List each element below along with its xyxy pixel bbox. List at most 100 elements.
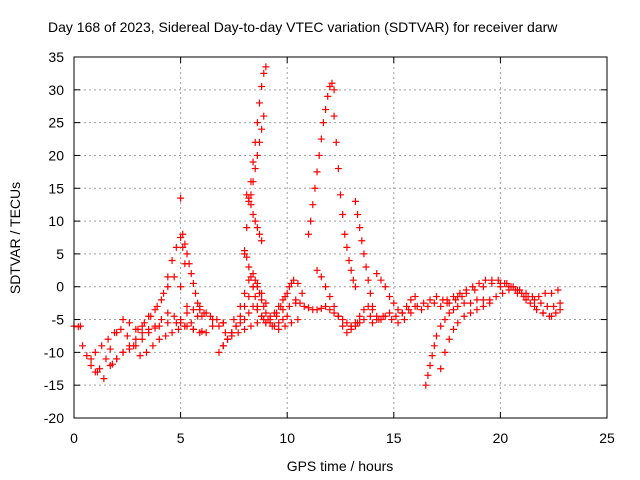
data-point bbox=[290, 276, 298, 284]
data-point bbox=[430, 342, 438, 350]
data-point bbox=[311, 184, 319, 192]
x-tick-label: 20 bbox=[493, 430, 509, 446]
data-point bbox=[375, 316, 383, 324]
series-satellite-arc-29 bbox=[454, 279, 564, 320]
data-point bbox=[360, 306, 368, 314]
data-point bbox=[243, 253, 251, 261]
data-point bbox=[548, 289, 556, 297]
data-point bbox=[164, 309, 172, 317]
data-point bbox=[185, 260, 193, 268]
series-satellite-arc-17 bbox=[273, 276, 306, 320]
data-point bbox=[192, 289, 200, 297]
data-point bbox=[247, 322, 255, 330]
data-point bbox=[330, 86, 338, 94]
data-point bbox=[209, 316, 217, 324]
data-point bbox=[364, 276, 372, 284]
y-axis-ticks: -20 -15 -10 -5 0 5 10 15 20 25 30 35 bbox=[44, 49, 607, 426]
data-point bbox=[125, 345, 133, 353]
data-point bbox=[151, 322, 159, 330]
data-point bbox=[234, 329, 242, 337]
data-point bbox=[322, 302, 330, 310]
data-point bbox=[236, 312, 244, 320]
data-point bbox=[260, 112, 268, 120]
data-point bbox=[445, 309, 453, 317]
data-point bbox=[91, 348, 99, 356]
data-point bbox=[496, 283, 504, 291]
series-satellite-arc-18 bbox=[305, 79, 338, 238]
data-point bbox=[307, 217, 315, 225]
data-point bbox=[516, 286, 524, 294]
data-point bbox=[253, 302, 261, 310]
data-point bbox=[556, 306, 564, 314]
data-point bbox=[145, 329, 153, 337]
series-satellite-arc-16 bbox=[241, 247, 302, 333]
data-point bbox=[162, 332, 170, 340]
data-point bbox=[319, 119, 327, 127]
data-point bbox=[392, 312, 400, 320]
data-point bbox=[93, 368, 101, 376]
data-point bbox=[123, 332, 131, 340]
data-point bbox=[164, 319, 172, 327]
data-point bbox=[356, 312, 364, 320]
data-point bbox=[251, 293, 259, 301]
data-point bbox=[102, 355, 110, 363]
data-point bbox=[531, 302, 539, 310]
data-point bbox=[298, 289, 306, 297]
data-point bbox=[253, 151, 261, 159]
data-point bbox=[343, 319, 351, 327]
data-point bbox=[119, 316, 127, 324]
data-point bbox=[437, 322, 445, 330]
data-point bbox=[153, 302, 161, 310]
data-point bbox=[390, 299, 398, 307]
data-point bbox=[341, 230, 349, 238]
data-point bbox=[245, 293, 253, 301]
data-point bbox=[347, 322, 355, 330]
data-point bbox=[305, 304, 313, 312]
data-point bbox=[262, 319, 270, 327]
y-tick-label: 25 bbox=[48, 115, 64, 131]
data-point bbox=[305, 230, 313, 238]
data-point bbox=[360, 250, 368, 258]
data-point bbox=[339, 211, 347, 219]
series-satellite-arc-24 bbox=[373, 270, 419, 317]
data-point bbox=[339, 322, 347, 330]
data-point bbox=[437, 365, 445, 373]
data-point bbox=[554, 286, 562, 294]
data-points bbox=[70, 63, 564, 389]
data-point bbox=[170, 273, 178, 281]
data-point bbox=[236, 302, 244, 310]
data-point bbox=[426, 361, 434, 369]
data-point bbox=[292, 296, 300, 304]
data-point bbox=[526, 299, 534, 307]
data-point bbox=[287, 319, 295, 327]
series-satellite-arc-31 bbox=[496, 279, 562, 301]
series-satellite-arc-14 bbox=[243, 191, 266, 245]
data-point bbox=[400, 316, 408, 324]
x-axis-ticks: 0 5 10 15 20 25 bbox=[70, 57, 615, 446]
data-point bbox=[368, 306, 376, 314]
data-point bbox=[345, 256, 353, 264]
chart-title: Day 168 of 2023, Sidereal Day-to-day VTE… bbox=[48, 19, 558, 35]
data-point bbox=[550, 302, 558, 310]
series-satellite-arc-15 bbox=[247, 112, 268, 199]
data-point bbox=[422, 381, 430, 389]
data-point bbox=[253, 224, 261, 232]
data-point bbox=[262, 63, 270, 71]
data-point bbox=[224, 335, 232, 343]
data-point bbox=[170, 312, 178, 320]
data-point bbox=[373, 270, 381, 278]
data-point bbox=[479, 283, 487, 291]
data-point bbox=[407, 309, 415, 317]
data-point bbox=[228, 329, 236, 337]
data-point bbox=[177, 283, 185, 291]
series-satellite-arc-07 bbox=[177, 194, 185, 202]
data-point bbox=[473, 306, 481, 314]
data-point bbox=[187, 270, 195, 278]
data-point bbox=[87, 355, 95, 363]
data-point bbox=[430, 299, 438, 307]
data-point bbox=[454, 302, 462, 310]
data-point bbox=[332, 138, 340, 146]
data-point bbox=[309, 201, 317, 209]
data-point bbox=[351, 197, 359, 205]
